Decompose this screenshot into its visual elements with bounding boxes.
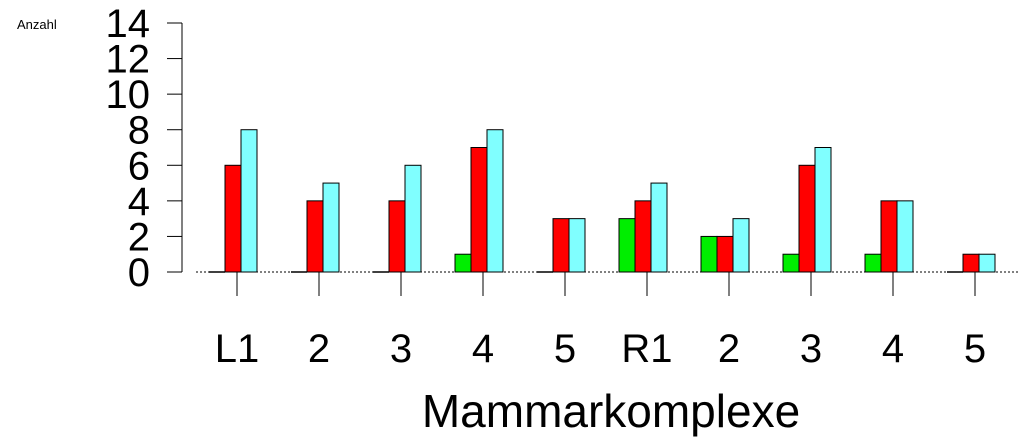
red-bar — [552, 218, 570, 273]
red-bar — [962, 253, 980, 273]
cyan-bar — [896, 200, 914, 273]
cyan-bar — [568, 218, 586, 273]
x-tick-label: L1 — [215, 327, 260, 371]
x-tick-label: 4 — [882, 327, 904, 371]
y-tick-label: 14 — [106, 2, 151, 46]
cyan-bar — [978, 253, 996, 273]
x-axis-label: Mammarkomplexe — [422, 385, 800, 437]
red-bar — [798, 164, 816, 273]
green-bar — [454, 253, 472, 273]
y-axis-label: Anzahl — [17, 17, 57, 32]
red-bar — [470, 147, 488, 273]
red-bar — [880, 200, 898, 273]
y-tick-label: 4 — [128, 180, 150, 224]
x-tick-label: 4 — [472, 327, 494, 371]
cyan-bar — [322, 182, 340, 273]
cyan-bar — [732, 218, 750, 273]
cyan-bar — [650, 182, 668, 273]
y-tick-label: 12 — [106, 38, 151, 82]
x-tick-label: 3 — [800, 327, 822, 371]
cyan-bar — [814, 147, 832, 273]
green-bar — [864, 253, 882, 273]
red-bar — [388, 200, 406, 273]
cyan-bar — [240, 129, 258, 273]
bars — [209, 129, 996, 273]
green-bar — [618, 218, 636, 273]
x-tick-label: 3 — [390, 327, 412, 371]
y-tick-label: 6 — [128, 144, 150, 188]
y-tick-label: 0 — [128, 251, 150, 295]
x-tick-label: 5 — [554, 327, 576, 371]
y-tick-label: 2 — [128, 215, 150, 259]
x-tick-label: R1 — [621, 327, 672, 371]
x-tick-label: 2 — [308, 327, 330, 371]
red-bar — [716, 235, 734, 273]
red-bar — [306, 200, 324, 273]
y-tick-label: 10 — [106, 73, 151, 117]
red-bar — [224, 164, 242, 273]
x-tick-label: 5 — [964, 327, 986, 371]
red-bar — [634, 200, 652, 273]
y-tick-label: 8 — [128, 109, 150, 153]
green-bar — [782, 253, 800, 273]
cyan-bar — [486, 129, 504, 273]
cyan-bar — [404, 164, 422, 273]
green-bar — [700, 235, 718, 273]
x-tick-label: 2 — [718, 327, 740, 371]
x-axis: L1 2 3 4 5 R1 2 3 4 5 — [215, 272, 986, 371]
